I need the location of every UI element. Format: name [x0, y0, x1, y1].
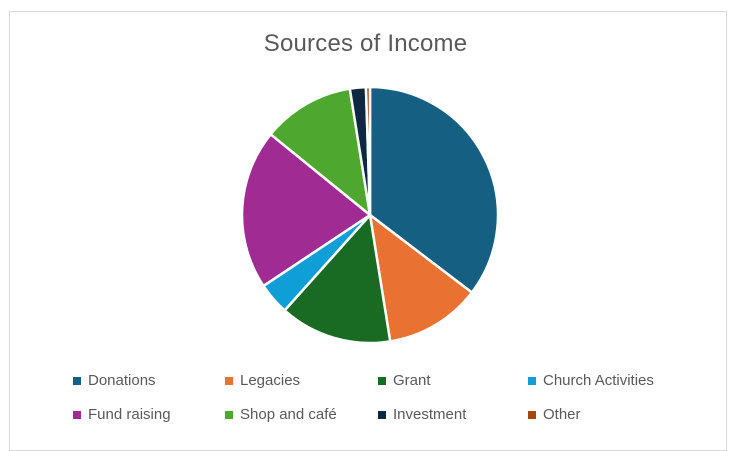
legend-item-shop-and-caf-: Shop and café — [225, 406, 337, 423]
legend-label: Church Activities — [543, 372, 654, 389]
legend-swatch — [73, 376, 81, 385]
legend-label: Investment — [393, 406, 467, 423]
pie-slice-other — [364, 85, 372, 217]
legend-swatch — [225, 376, 233, 385]
pie-slice-grant — [283, 213, 392, 345]
legend-label: Grant — [393, 372, 431, 389]
pie-slice-shop-and-caf- — [269, 87, 372, 217]
legend-label: Shop and café — [240, 406, 337, 423]
legend-label: Legacies — [240, 372, 301, 389]
legend-label: Donations — [88, 372, 156, 389]
legend-item-other: Other — [528, 406, 581, 423]
pie-slice-legacies — [368, 213, 474, 343]
legend-swatch — [73, 410, 81, 419]
legend-item-grant: Grant — [378, 372, 431, 389]
legend-item-donations: Donations — [73, 372, 156, 389]
legend-swatch — [528, 410, 536, 419]
pie-slice-fund-raising — [240, 133, 372, 288]
pie-chart — [240, 85, 500, 345]
pie-slice-donations — [368, 85, 500, 294]
legend-label: Other — [543, 406, 581, 423]
legend-swatch — [378, 410, 386, 419]
legend-swatch — [528, 376, 536, 385]
legend-item-investment: Investment — [378, 406, 466, 423]
chart-title: Sources of Income — [263, 30, 468, 57]
legend-item-church-activities: Church Activities — [528, 372, 654, 389]
legend-item-fund-raising: Fund raising — [73, 406, 171, 423]
legend-swatch — [225, 410, 233, 419]
legend-swatch — [378, 376, 386, 385]
legend-label: Fund raising — [88, 406, 171, 423]
legend-item-legacies: Legacies — [225, 372, 300, 389]
